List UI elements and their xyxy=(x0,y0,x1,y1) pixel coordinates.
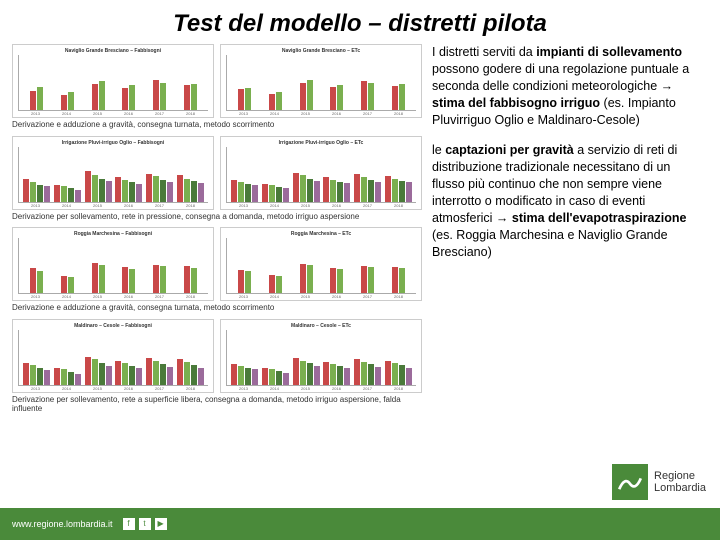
chart-row-3: Roggia Marchesina – Fabbisogni 201320142… xyxy=(12,227,422,301)
chart-r1r: Naviglio Grande Bresciano – ETc 20132014… xyxy=(220,44,422,118)
chart-title: Naviglio Grande Bresciano – Fabbisogni xyxy=(16,48,210,54)
bold-text: stima del fabbisogno irriguo xyxy=(432,96,600,110)
content-area: Naviglio Grande Bresciano – Fabbisogni 2… xyxy=(0,44,720,508)
slide: Test del modello – distretti pilota Navi… xyxy=(0,0,720,540)
chart-title: Maldinaro – Cesole – Fabbisogni xyxy=(16,323,210,329)
chart-title: Irrigazione Pluvi-irriguo Oglio – ETc xyxy=(224,140,418,146)
caption-1: Derivazione e adduzione a gravità, conse… xyxy=(12,120,422,130)
chart-title: Roggia Marchesina – ETc xyxy=(224,231,418,237)
footer-url: www.regione.lombardia.it xyxy=(12,519,113,529)
bar-chart xyxy=(18,55,208,111)
chart-r3l: Roggia Marchesina – Fabbisogni 201320142… xyxy=(12,227,214,301)
chart-title: Naviglio Grande Bresciano – ETc xyxy=(224,48,418,54)
chart-title: Maldinaro – Cesole – ETc xyxy=(224,323,418,329)
text: (es. Roggia Marchesina e Naviglio Grande… xyxy=(432,228,668,259)
caption-2: Derivazione per sollevamento, rete in pr… xyxy=(12,212,422,222)
bold-text: stima dell'evapotraspirazione xyxy=(512,211,687,225)
bar-chart xyxy=(18,238,208,294)
footer-left: www.regione.lombardia.it f t ▶ xyxy=(12,518,167,530)
caption-4: Derivazione per sollevamento, rete a sup… xyxy=(12,395,422,414)
footer: www.regione.lombardia.it f t ▶ xyxy=(0,508,720,540)
bar-chart xyxy=(226,147,416,203)
twitter-icon[interactable]: t xyxy=(139,518,151,530)
chart-title: Irrigazione Pluvi-irriguo Oglio – Fabbis… xyxy=(16,140,210,146)
bar-chart xyxy=(226,238,416,294)
text: possono godere di una regolazione puntua… xyxy=(432,62,689,93)
logo-line1: Regione xyxy=(654,470,706,482)
bold-text: impianti di sollevamento xyxy=(536,45,682,59)
text: I distretti serviti da xyxy=(432,45,536,59)
logo-icon xyxy=(612,464,648,500)
x-axis: 201320142015201620172018 xyxy=(16,111,210,116)
bar-chart xyxy=(226,55,416,111)
social-icons: f t ▶ xyxy=(123,518,167,530)
chart-row-2: Irrigazione Pluvi-irriguo Oglio – Fabbis… xyxy=(12,136,422,210)
paragraph-2: le captazioni per gravità a servizio di … xyxy=(432,142,700,260)
bold-text: captazioni per gravità xyxy=(445,143,574,157)
bar-chart xyxy=(18,330,208,386)
youtube-icon[interactable]: ▶ xyxy=(155,518,167,530)
chart-r3r: Roggia Marchesina – ETc 2013201420152016… xyxy=(220,227,422,301)
arrow-icon: → xyxy=(661,79,674,93)
chart-r4r: Maldinaro – Cesole – ETc 201320142015201… xyxy=(220,319,422,393)
chart-r4l: Maldinaro – Cesole – Fabbisogni 20132014… xyxy=(12,319,214,393)
logo-text: Regione Lombardia xyxy=(654,470,706,494)
chart-r2r: Irrigazione Pluvi-irriguo Oglio – ETc 20… xyxy=(220,136,422,210)
logo-line2: Lombardia xyxy=(654,482,706,494)
caption-3: Derivazione e adduzione a gravità, conse… xyxy=(12,303,422,313)
x-axis: 201320142015201620172018 xyxy=(224,294,418,299)
x-axis: 201320142015201620172018 xyxy=(224,111,418,116)
arrow-icon: → xyxy=(496,211,512,225)
x-axis: 201320142015201620172018 xyxy=(16,294,210,299)
page-title: Test del modello – distretti pilota xyxy=(0,0,720,44)
paragraph-1: I distretti serviti da impianti di solle… xyxy=(432,44,700,128)
logo: Regione Lombardia xyxy=(612,464,706,500)
facebook-icon[interactable]: f xyxy=(123,518,135,530)
chart-title: Roggia Marchesina – Fabbisogni xyxy=(16,231,210,237)
chart-row-1: Naviglio Grande Bresciano – Fabbisogni 2… xyxy=(12,44,422,118)
chart-row-4: Maldinaro – Cesole – Fabbisogni 20132014… xyxy=(12,319,422,393)
text-column: I distretti serviti da impianti di solle… xyxy=(432,44,708,508)
x-axis: 201320142015201620172018 xyxy=(16,203,210,208)
chart-r2l: Irrigazione Pluvi-irriguo Oglio – Fabbis… xyxy=(12,136,214,210)
bar-chart xyxy=(18,147,208,203)
x-axis: 201320142015201620172018 xyxy=(16,386,210,391)
chart-r1l: Naviglio Grande Bresciano – Fabbisogni 2… xyxy=(12,44,214,118)
bar-chart xyxy=(226,330,416,386)
charts-column: Naviglio Grande Bresciano – Fabbisogni 2… xyxy=(12,44,422,508)
x-axis: 201320142015201620172018 xyxy=(224,386,418,391)
x-axis: 201320142015201620172018 xyxy=(224,203,418,208)
text: le xyxy=(432,143,445,157)
